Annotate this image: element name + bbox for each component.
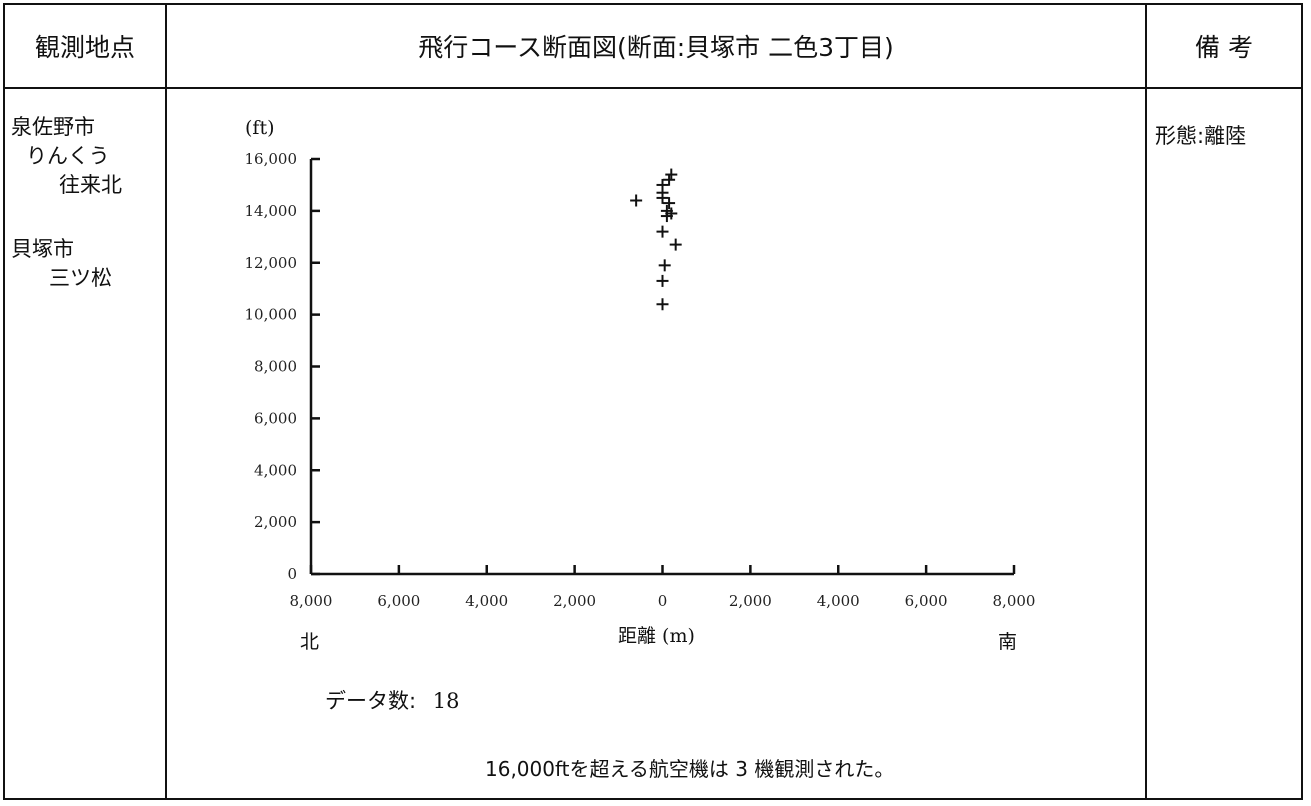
data-point-marker <box>656 298 669 311</box>
data-count-value: 18 <box>432 689 460 713</box>
x-tick-label: 2,000 <box>729 592 772 610</box>
data-point-marker <box>665 168 678 181</box>
report-frame: 観測地点 飛行コース断面図(断面:貝塚市 二色3丁目) 備 考 泉佐野市 りんく… <box>3 3 1303 800</box>
x-tick-label: 8,000 <box>290 592 333 610</box>
x-tick-label: 8,000 <box>993 592 1036 610</box>
header-divider <box>5 87 1301 89</box>
data-point-marker <box>663 197 676 210</box>
remarks-mode: 形態:離陸 <box>1155 124 1247 148</box>
y-tick-label: 6,000 <box>254 409 297 427</box>
location-1-line2: りんくう <box>26 144 110 168</box>
location-1: 泉佐野市 りんくう 往来北 <box>11 113 122 200</box>
y-tick-label: 10,000 <box>245 306 298 324</box>
x-tick-label: 6,000 <box>377 592 420 610</box>
chart-title: 飛行コース断面図(断面:貝塚市 二色3丁目) <box>418 33 894 62</box>
x-tick-label: 2,000 <box>553 592 596 610</box>
data-point-marker <box>656 191 669 204</box>
y-tick-label: 12,000 <box>245 254 298 272</box>
left-column-divider <box>165 5 167 798</box>
data-point-marker <box>656 225 669 238</box>
data-point-marker <box>656 274 669 287</box>
data-point-marker <box>660 210 673 223</box>
data-point-marker <box>658 259 671 272</box>
data-point-marker <box>630 194 643 207</box>
location-2: 貝塚市 三ツ松 <box>11 235 112 293</box>
y-tick-label: 14,000 <box>245 202 298 220</box>
data-count-label: データ数: <box>325 689 417 713</box>
y-tick-label: 0 <box>287 565 297 583</box>
x-tick-label: 6,000 <box>905 592 948 610</box>
data-point-marker <box>663 173 676 186</box>
y-tick-label: 8,000 <box>254 358 297 376</box>
x-axis-label: 距離 (m) <box>618 625 695 647</box>
location-header: 観測地点 <box>34 33 135 62</box>
x-left-label: 北 <box>300 631 319 653</box>
y-tick-label: 16,000 <box>245 150 298 168</box>
y-tick-label: 4,000 <box>254 461 297 479</box>
location-2-line1: 貝塚市 <box>11 237 74 261</box>
location-1-line1: 泉佐野市 <box>11 115 95 139</box>
remarks-header: 備 考 <box>1195 33 1253 62</box>
over-altitude-note: 16,000ftを超える航空機は 3 機観測された。 <box>485 757 895 781</box>
x-tick-label: 4,000 <box>465 592 508 610</box>
x-right-label: 南 <box>998 631 1017 653</box>
location-1-line3: 往来北 <box>59 173 122 197</box>
right-column-divider <box>1145 5 1147 798</box>
y-unit-label: (ft) <box>245 117 275 139</box>
x-tick-label: 4,000 <box>817 592 860 610</box>
location-2-line2: 三ツ松 <box>49 266 112 290</box>
data-point-marker <box>669 238 682 251</box>
y-tick-label: 2,000 <box>254 513 297 531</box>
data-count: データ数: 18 <box>325 685 460 715</box>
plot-layer: 0 2,000 4,000 6,000 8,000 10,000 12,000 14,000 1… <box>245 150 1036 610</box>
x-tick-label: 0 <box>658 592 668 610</box>
